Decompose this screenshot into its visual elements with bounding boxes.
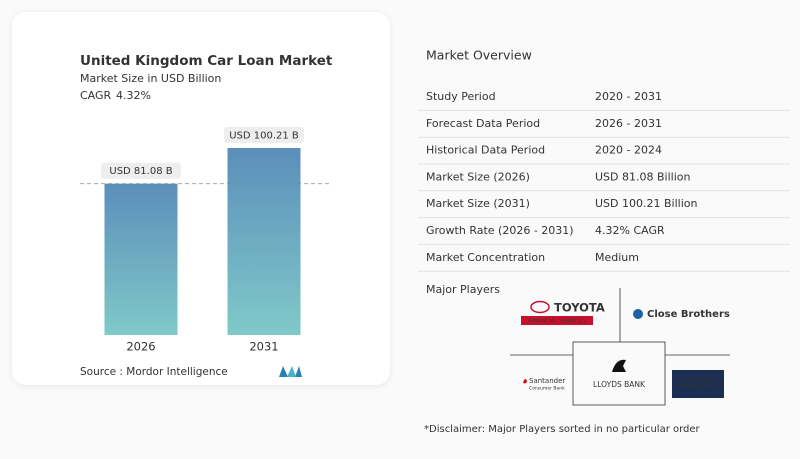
chart-title: United Kingdom Car Loan Market: [80, 53, 333, 69]
disclaimer: *Disclaimer: Major Players sorted in no …: [424, 424, 701, 435]
value-label-box: [101, 162, 181, 179]
overview-title: Market Overview: [426, 48, 532, 63]
row-value: 2020 - 2031: [595, 90, 662, 103]
logo-grid: [510, 288, 730, 406]
row-label: Market Size (2026): [426, 170, 530, 183]
bar: [227, 148, 301, 335]
value-label: USD 81.08 B: [109, 166, 172, 177]
source: Source : Mordor Intelligence: [80, 366, 228, 378]
logo-text: FINANCIAL SERVICES: [676, 383, 720, 388]
bar: [104, 183, 178, 335]
row-label: Growth Rate (2026 - 2031): [426, 224, 574, 237]
row-value: 4.32% CAGR: [595, 224, 665, 237]
logo-santander: Santander Consumer Bank: [523, 377, 565, 392]
row-value: 2026 - 2031: [595, 117, 662, 130]
chart-subtitle: Market Size in USD Billion: [80, 72, 221, 85]
logo-text: TOYOTA: [554, 301, 605, 315]
row-value: USD 100.21 Billion: [595, 197, 697, 210]
row-label: Forecast Data Period: [426, 117, 540, 130]
players-title: Major Players: [426, 283, 500, 296]
x-tick-label: 2031: [249, 340, 278, 354]
logo-text: Close Brothers: [647, 309, 730, 320]
logo-text: Santander: [529, 377, 565, 385]
row-value: 2020 - 2024: [595, 144, 662, 157]
row-value: Medium: [595, 251, 639, 264]
plot: USD 81.08 B 2026 USD 100.21 B 2031: [80, 127, 330, 354]
logo-text: VOLKSWAGEN: [683, 377, 713, 382]
logo-text: Consumer Bank: [529, 386, 565, 392]
row-label: Market Size (2031): [426, 197, 530, 210]
cagr-label: CAGR: [80, 89, 112, 102]
overview-table: Study Period 2020 - 2031 Forecast Data Per…: [418, 90, 790, 272]
row-label: Study Period: [426, 90, 496, 103]
logo-text: FINANCIAL SERVICES: [528, 319, 586, 325]
source-logo: [279, 366, 302, 377]
row-value: USD 81.08 Billion: [595, 170, 690, 183]
logo-close-brothers: Close Brothers: [633, 309, 730, 320]
x-tick-label: 2026: [126, 340, 155, 354]
logo-text: LLOYDS BANK: [593, 380, 646, 389]
value-label-box: [224, 127, 304, 143]
row-label: Historical Data Period: [426, 144, 545, 157]
logo-volkswagen: VOLKSWAGEN FINANCIAL SERVICES: [672, 370, 724, 398]
logo-lloyds: LLOYDS BANK: [593, 359, 646, 389]
value-label: USD 100.21 B: [229, 131, 299, 142]
logo-toyota: TOYOTA FINANCIAL SERVICES: [521, 301, 605, 325]
row-label: Market Concentration: [426, 251, 545, 264]
cagr-value: 4.32%: [116, 89, 151, 102]
